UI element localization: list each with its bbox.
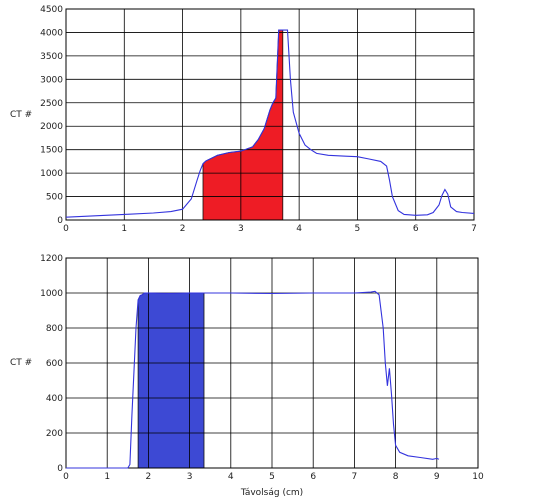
top-chart-y-tick-label: 4000 [40, 28, 63, 38]
top-chart-y-tick-label: 1000 [40, 169, 63, 179]
bottom-chart-series-layer [66, 290, 440, 469]
top-chart-highlight-area [202, 29, 284, 221]
top-chart-plot-frame [65, 8, 475, 221]
top-chart-series-layer [65, 29, 475, 218]
bottom-chart-highlight-area [137, 292, 205, 469]
top-chart-y-tick-label: 2000 [40, 122, 63, 132]
bottom-chart-x-tick-label: 4 [228, 472, 234, 482]
top-chart-y-tick-label: 500 [46, 193, 63, 203]
top-chart-y-tick-label: 4500 [40, 5, 63, 15]
bottom-chart-y-tick-label: 600 [46, 359, 63, 369]
bottom-chart-y-tick-label: 0 [57, 464, 63, 474]
top-chart-y-tick-label: 0 [57, 216, 63, 226]
top-chart-x-tick-label: 6 [413, 224, 419, 234]
bottom-chart-y-tick-label: 1000 [40, 289, 63, 299]
bottom-chart-x-tick-label: 2 [146, 472, 152, 482]
bottom-chart-x-tick-label: 8 [393, 472, 399, 482]
bottom-chart-x-tick-label: 0 [63, 472, 69, 482]
bottom-chart-x-tick-label: 10 [472, 472, 484, 482]
bottom-chart-x-tick-label: 5 [269, 472, 275, 482]
top-chart-highlight-layer [202, 29, 284, 221]
top-chart-y-tick-label: 3500 [40, 52, 63, 62]
bottom-chart-grid [65, 257, 479, 469]
bottom-chart-x-tick-label: 3 [187, 472, 193, 482]
bottom-chart-x-axis-label: Távolság (cm) [240, 488, 303, 498]
bottom-chart-tick-labels: 0 1 2 3 4 5 6 7 8 9 10 0 200 400 600 800 1000 1200 [40, 254, 484, 482]
bottom-chart-y-tick-label: 1200 [40, 254, 63, 264]
top-chart-y-tick-label: 2500 [40, 99, 63, 109]
top-chart-x-tick-label: 2 [180, 224, 186, 234]
bottom-chart-highlight-layer [137, 292, 205, 469]
top-chart-x-tick-label: 5 [355, 224, 361, 234]
top-chart-x-tick-label: 7 [471, 224, 477, 234]
bottom-chart-x-tick-label: 7 [352, 472, 358, 482]
bottom-chart-y-tick-label: 400 [46, 394, 63, 404]
bottom-chart-y-tick-label: 200 [46, 429, 63, 439]
top-chart-y-tick-label: 1500 [40, 146, 63, 156]
bottom-chart-x-tick-label: 6 [310, 472, 316, 482]
bottom-chart-x-tick-label: 1 [104, 472, 110, 482]
top-chart-tick-labels: 0 1 2 3 4 5 6 7 0 500 1000 1500 2000 2500 3000 3500 4000… [40, 5, 477, 234]
top-chart-x-tick-label: 0 [63, 224, 69, 234]
top-chart-x-tick-label: 1 [121, 224, 127, 234]
bottom-chart-plot-frame [65, 257, 479, 469]
top-chart-y-tick-label: 3000 [40, 75, 63, 85]
bottom-chart-panel: 0 1 2 3 4 5 6 7 8 9 10 0 200 400 600 800 1000 1200 CT # T… [10, 254, 484, 498]
top-chart-x-tick-label: 4 [296, 224, 302, 234]
top-chart-panel: 0 1 2 3 4 5 6 7 0 500 1000 1500 2000 2500 3000 3500 4000… [10, 5, 477, 234]
top-chart-series-line [65, 29, 475, 218]
top-chart-y-axis-label: CT # [10, 110, 32, 120]
bottom-chart-y-axis-label: CT # [10, 358, 32, 368]
top-chart-grid [65, 8, 475, 221]
bottom-chart-x-tick-label: 9 [434, 472, 440, 482]
bottom-chart-series-line [66, 290, 440, 469]
bottom-chart-y-tick-label: 800 [46, 324, 63, 334]
top-chart-x-tick-label: 3 [238, 224, 244, 234]
